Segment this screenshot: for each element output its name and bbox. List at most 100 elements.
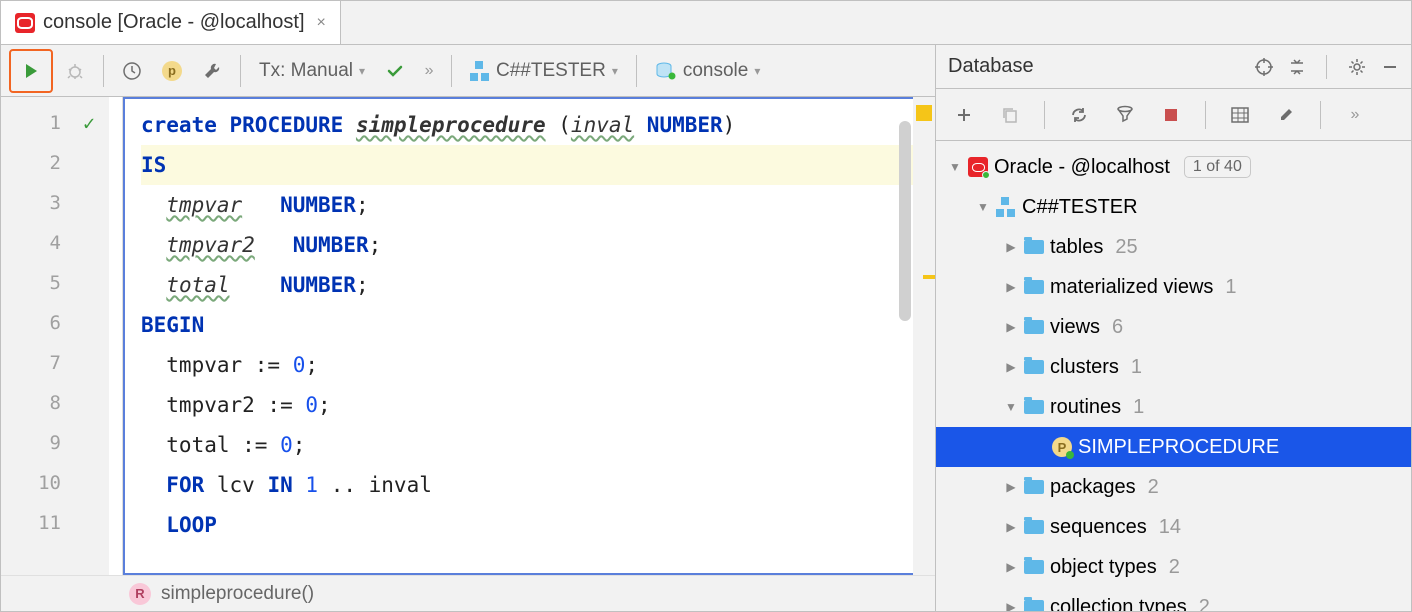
editor-tabs: console [Oracle - @localhost] × (1, 1, 1411, 45)
tab-title: console [Oracle - @localhost] (43, 11, 305, 34)
folder-icon (1024, 560, 1044, 574)
tree-label: packages (1050, 476, 1136, 499)
refresh-button[interactable] (1061, 97, 1097, 133)
console-dropdown[interactable]: console ▾ (647, 60, 769, 82)
folder-icon (1024, 480, 1044, 494)
expander-icon[interactable]: ▶ (1004, 520, 1018, 534)
expander-icon[interactable]: ▶ (1004, 600, 1018, 611)
expander-icon[interactable]: ▶ (1004, 560, 1018, 574)
code-editor[interactable]: 1234567891011 create PROCEDURE simplepro… (1, 97, 935, 575)
folder-materialized-views[interactable]: ▶ materialized views 1 (936, 267, 1411, 307)
count-badge: 1 of 40 (1184, 156, 1251, 178)
tree-label: SIMPLEPROCEDURE (1078, 436, 1279, 459)
folder-icon (1024, 280, 1044, 294)
schema-node[interactable]: ▼ C##TESTER (936, 187, 1411, 227)
expander-icon[interactable]: ▶ (1004, 360, 1018, 374)
folder-icon (1024, 400, 1044, 414)
collapse-icon[interactable] (1288, 58, 1306, 76)
folder-icon (1024, 360, 1044, 374)
expander-icon[interactable]: ▶ (1004, 320, 1018, 334)
close-tab-icon[interactable]: × (317, 14, 326, 32)
folder-clusters[interactable]: ▶clusters1 (936, 347, 1411, 387)
wrench-button[interactable] (194, 53, 230, 89)
separator (1320, 101, 1321, 129)
code-area[interactable]: create PROCEDURE simpleprocedure (inval … (123, 97, 913, 575)
more-button[interactable]: » (1337, 97, 1373, 133)
warning-marker[interactable] (923, 275, 935, 279)
folder-routines[interactable]: ▼routines1 (936, 387, 1411, 427)
code-line[interactable]: create PROCEDURE simpleprocedure (inval … (141, 105, 913, 145)
folder-tables[interactable]: ▶tables25 (936, 227, 1411, 267)
line-number: 11 (1, 503, 109, 543)
database-title: Database (948, 55, 1034, 78)
line-number: 10 (1, 463, 109, 503)
stop-button[interactable] (1153, 97, 1189, 133)
history-button[interactable] (114, 53, 150, 89)
database-tree[interactable]: ▼ Oracle - @localhost 1 of 40 ▼ C##TESTER ▶ta… (936, 141, 1411, 611)
line-number: 4 (1, 223, 109, 263)
duplicate-button[interactable] (992, 97, 1028, 133)
warning-marker[interactable] (916, 105, 932, 121)
editor-toolbar: p Tx: Manual ▾ » C##TESTER ▾ (1, 45, 935, 97)
debug-button[interactable] (57, 53, 93, 89)
code-line[interactable]: total NUMBER; (141, 265, 913, 305)
gear-icon[interactable] (1347, 57, 1367, 77)
procedure-icon[interactable]: p (154, 53, 190, 89)
item-count: 6 (1112, 316, 1123, 339)
tree-label: materialized views (1050, 276, 1213, 299)
target-icon[interactable] (1254, 57, 1274, 77)
expander-icon[interactable]: ▼ (1004, 400, 1018, 414)
tree-label: object types (1050, 556, 1157, 579)
table-view-button[interactable] (1222, 97, 1258, 133)
database-panel: Database » ▼ Oracle - @localhost 1 of 40 ▼ C… (936, 45, 1411, 611)
expander-icon[interactable]: ▼ (976, 200, 990, 214)
more-button[interactable]: » (417, 53, 441, 89)
code-line[interactable]: total := 0; (141, 425, 913, 465)
code-line[interactable]: IS (141, 145, 913, 185)
run-button[interactable] (13, 53, 49, 89)
code-line[interactable]: tmpvar := 0; (141, 345, 913, 385)
folder-views[interactable]: ▶views6 (936, 307, 1411, 347)
routine-node[interactable]: PSIMPLEPROCEDURE (936, 427, 1411, 467)
schema-dropdown[interactable]: C##TESTER ▾ (462, 60, 626, 82)
console-tab[interactable]: console [Oracle - @localhost] × (1, 1, 341, 44)
console-label: console (683, 60, 749, 82)
code-line[interactable]: BEGIN (141, 305, 913, 345)
tx-mode-dropdown[interactable]: Tx: Manual ▾ (251, 60, 373, 82)
separator (103, 55, 104, 87)
folder-sequences[interactable]: ▶sequences14 (936, 507, 1411, 547)
database-toolbar: » (936, 89, 1411, 141)
tx-label: Tx: Manual (259, 60, 353, 82)
expander-icon[interactable]: ▶ (1004, 280, 1018, 294)
tree-label: Oracle - @localhost (994, 156, 1170, 179)
minimize-icon[interactable] (1381, 58, 1399, 76)
folder-collection-types[interactable]: ▶collection types2 (936, 587, 1411, 611)
chevron-down-icon: ▾ (612, 64, 618, 78)
edit-button[interactable] (1268, 97, 1304, 133)
line-gutter: 1234567891011 (1, 97, 109, 575)
item-count: 2 (1169, 556, 1180, 579)
code-line[interactable]: tmpvar NUMBER; (141, 185, 913, 225)
code-line[interactable]: FOR lcv IN 1 .. inval (141, 465, 913, 505)
code-line[interactable]: LOOP (141, 505, 913, 545)
folder-object-types[interactable]: ▶ object types 2 (936, 547, 1411, 587)
line-number: 3 (1, 183, 109, 223)
item-count: 1 (1225, 276, 1236, 299)
tree-label: C##TESTER (1022, 196, 1138, 219)
code-line[interactable]: tmpvar2 NUMBER; (141, 225, 913, 265)
folder-packages[interactable]: ▶packages2 (936, 467, 1411, 507)
expander-icon[interactable]: ▶ (1004, 240, 1018, 254)
code-line[interactable]: tmpvar2 := 0; (141, 385, 913, 425)
commit-button[interactable] (377, 53, 413, 89)
database-header: Database (936, 45, 1411, 89)
folder-icon (1024, 320, 1044, 334)
item-count: 25 (1115, 236, 1137, 259)
tree-label: routines (1050, 396, 1121, 419)
datasource-node[interactable]: ▼ Oracle - @localhost 1 of 40 (936, 147, 1411, 187)
scrollbar-thumb[interactable] (899, 121, 911, 321)
add-button[interactable] (946, 97, 982, 133)
filter-button[interactable] (1107, 97, 1143, 133)
expander-icon[interactable]: ▶ (1004, 480, 1018, 494)
expander-icon[interactable]: ▼ (948, 160, 962, 174)
line-number: 5 (1, 263, 109, 303)
